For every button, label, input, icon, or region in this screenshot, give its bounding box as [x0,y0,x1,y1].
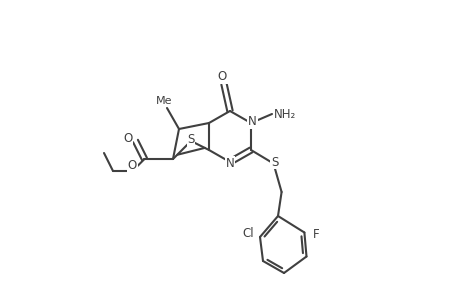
Text: O: O [218,70,227,83]
Text: F: F [313,228,319,242]
Text: N: N [247,115,256,128]
Text: O: O [128,159,137,172]
Text: NH₂: NH₂ [273,107,295,121]
Text: Me: Me [156,95,172,106]
Text: S: S [270,155,278,169]
Text: O: O [123,132,132,145]
Text: S: S [187,133,194,146]
Text: N: N [225,157,234,170]
Text: Cl: Cl [242,227,254,240]
